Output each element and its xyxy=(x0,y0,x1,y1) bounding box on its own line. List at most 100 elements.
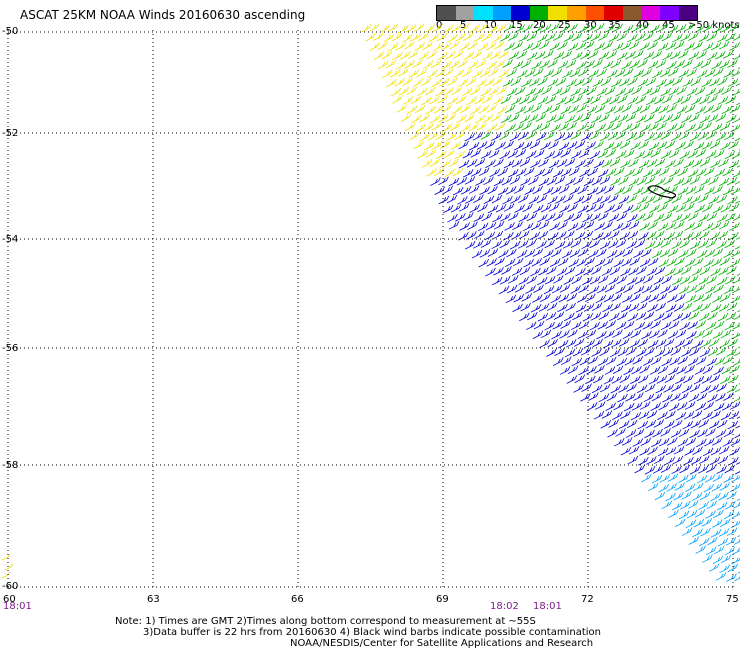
wind-barb xyxy=(682,196,693,205)
wind-barb xyxy=(646,267,658,276)
wind-barb xyxy=(456,114,467,124)
wind-barb xyxy=(612,203,623,213)
wind-barb xyxy=(424,86,436,96)
wind-barb xyxy=(707,393,718,403)
wind-barb xyxy=(691,96,702,106)
wind-barb xyxy=(446,132,457,141)
wind-barb xyxy=(488,87,499,96)
wind-barb xyxy=(720,293,731,302)
wind-barb xyxy=(630,141,641,151)
wind-barb xyxy=(644,132,656,142)
wind-barb xyxy=(565,177,576,186)
wind-barb xyxy=(509,176,521,185)
wind-barb xyxy=(432,42,444,52)
wind-barb xyxy=(556,159,568,168)
wind-barb xyxy=(543,249,554,259)
wind-barb xyxy=(667,204,679,214)
wind-barb xyxy=(560,168,572,177)
wind-barb xyxy=(638,456,649,466)
wind-barb xyxy=(689,176,701,185)
wind-barb xyxy=(688,500,699,509)
wind-barb xyxy=(694,330,705,339)
wind-barb xyxy=(709,77,720,87)
wind-barb xyxy=(698,194,709,203)
wind-barb xyxy=(670,347,682,356)
wind-barb xyxy=(735,83,740,87)
wind-barb xyxy=(723,392,734,401)
wind-barb xyxy=(594,258,606,267)
wind-barb xyxy=(631,105,643,114)
legend-label: 45 xyxy=(662,20,675,31)
wind-barb xyxy=(677,438,689,447)
wind-barb xyxy=(476,78,487,88)
wind-barb xyxy=(722,186,734,196)
wind-barb xyxy=(686,68,698,77)
wind-barb xyxy=(645,419,657,429)
wind-barb xyxy=(565,302,576,312)
wind-barb xyxy=(637,420,649,430)
wind-barb xyxy=(665,446,677,456)
wind-barb xyxy=(696,50,708,60)
wind-barb xyxy=(697,428,708,438)
wind-barb xyxy=(458,203,470,212)
wind-barb xyxy=(712,330,724,339)
wind-barb xyxy=(673,221,685,230)
wind-barb xyxy=(683,456,694,466)
wind-barb xyxy=(603,122,614,132)
wind-barb xyxy=(543,285,555,295)
wind-barb xyxy=(514,24,525,33)
wind-barb xyxy=(543,50,554,59)
wind-barb xyxy=(467,221,478,230)
wind-barb xyxy=(683,231,694,241)
wind-barb xyxy=(564,266,576,276)
wind-barb xyxy=(552,321,563,330)
wind-barb xyxy=(708,338,720,347)
wind-barb xyxy=(693,141,705,151)
wind-barb xyxy=(667,24,679,34)
wind-barb xyxy=(734,245,740,250)
wind-barb xyxy=(567,203,578,213)
wind-barb xyxy=(373,32,384,41)
wind-barb xyxy=(521,293,533,302)
wind-barb xyxy=(429,158,441,167)
wind-barb xyxy=(522,203,533,213)
wind-barb xyxy=(475,177,486,186)
wind-barb xyxy=(685,123,696,133)
legend-swatch xyxy=(474,6,493,20)
wind-barb xyxy=(604,86,616,96)
wind-barb xyxy=(594,365,605,374)
wind-barb xyxy=(555,77,567,87)
wind-barb xyxy=(647,41,658,50)
wind-barb xyxy=(400,50,411,60)
wind-barb xyxy=(716,383,727,392)
wind-barb xyxy=(631,86,642,95)
wind-barb xyxy=(662,95,673,104)
wind-barb xyxy=(595,186,607,195)
wind-barb xyxy=(708,195,720,205)
wind-barb xyxy=(598,51,610,60)
wind-barb xyxy=(427,132,439,141)
wind-barb xyxy=(654,230,665,239)
wind-barb xyxy=(450,141,461,151)
wind-barb xyxy=(563,33,575,43)
wind-barb xyxy=(657,447,669,457)
grid-lines xyxy=(7,30,735,590)
wind-barb xyxy=(655,384,666,394)
wind-barb xyxy=(520,59,532,69)
wind-barb xyxy=(619,231,631,241)
wind-barb xyxy=(689,465,701,475)
wind-barb xyxy=(631,402,643,411)
wind-barb xyxy=(537,230,549,240)
wind-barb xyxy=(548,203,560,212)
wind-barb xyxy=(618,195,630,205)
wind-barb xyxy=(614,68,626,78)
wind-barb xyxy=(713,402,725,412)
wind-barb xyxy=(576,60,587,70)
wind-barb xyxy=(395,41,407,51)
wind-barb xyxy=(729,258,740,267)
wind-barb xyxy=(713,87,724,96)
wind-barb xyxy=(496,86,507,95)
legend-swatch xyxy=(659,6,679,20)
wind-barb xyxy=(621,104,632,113)
